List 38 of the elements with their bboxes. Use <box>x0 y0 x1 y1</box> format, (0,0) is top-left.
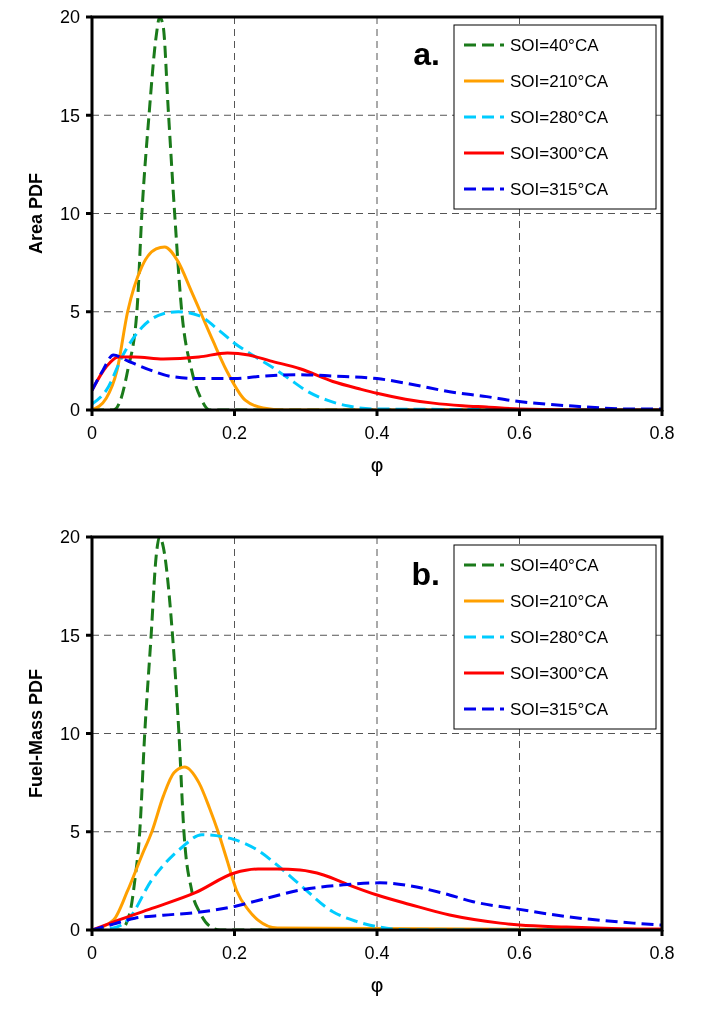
x-tick-label: 0.8 <box>649 423 675 443</box>
y-tick-label: 0 <box>69 920 80 941</box>
legend-label: SOI=40°CA <box>510 555 600 575</box>
y-tick-label: 20 <box>59 527 80 548</box>
legend-label: SOI=300°CA <box>510 663 609 683</box>
x-tick-label: 0.2 <box>221 423 248 443</box>
legend-label: SOI=210°CA <box>510 71 609 91</box>
legend-label: SOI=315°CA <box>510 699 609 719</box>
x-tick-label: 0.6 <box>506 943 533 963</box>
y-tick-label: 10 <box>59 723 80 744</box>
x-tick-label: 0.4 <box>364 423 390 443</box>
legend-label: SOI=315°CA <box>510 179 609 199</box>
y-tick-label: 20 <box>59 7 80 28</box>
y-tick-label: 10 <box>59 203 80 224</box>
x-tick-label: 0.2 <box>221 943 248 963</box>
text: b. <box>411 556 440 592</box>
legend-label: SOI=280°CA <box>510 627 609 647</box>
x-tick-label: 0 <box>86 423 98 443</box>
legend-label: SOI=280°CA <box>510 107 609 127</box>
y-tick-label: 15 <box>59 625 80 646</box>
line-series <box>92 881 662 930</box>
legend-label: SOI=40°CA <box>510 35 600 55</box>
y-tick-label: 15 <box>59 105 80 126</box>
y-tick-label: 5 <box>69 302 80 323</box>
x-tick-label: 0.6 <box>506 423 533 443</box>
x-tick-label: 0 <box>86 943 98 963</box>
legend-label: SOI=210°CA <box>510 591 609 611</box>
y-tick-label: 5 <box>69 822 80 843</box>
y-axis-title: Fuel-Mass PDF <box>26 668 46 799</box>
legend-label: SOI=300°CA <box>510 143 609 163</box>
y-tick-label: 0 <box>69 400 80 421</box>
line-series <box>92 867 662 930</box>
x-tick-label: 0.4 <box>364 943 390 963</box>
y-axis-title: Area PDF <box>26 172 46 255</box>
x-axis-title: φ <box>370 973 384 997</box>
x-axis-title: φ <box>370 453 384 477</box>
text: a. <box>413 36 440 72</box>
x-tick-label: 0.8 <box>649 943 675 963</box>
